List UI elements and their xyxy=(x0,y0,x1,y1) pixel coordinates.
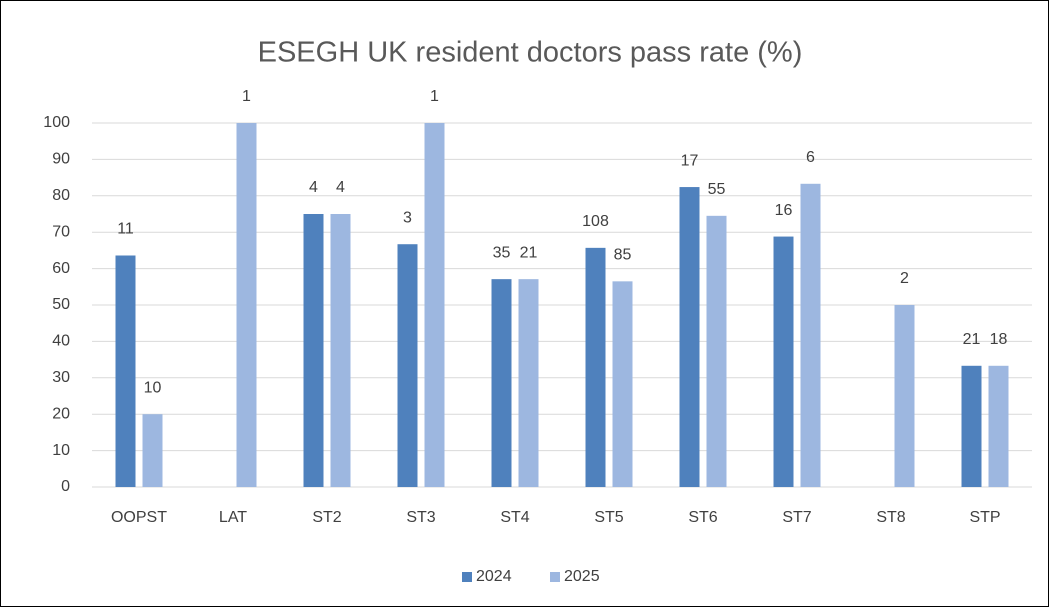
x-tick-label: STP xyxy=(969,509,1000,526)
legend-swatch xyxy=(550,572,560,582)
bar xyxy=(424,123,445,487)
bar xyxy=(491,279,512,487)
bar xyxy=(679,187,700,487)
x-tick-label: ST8 xyxy=(876,509,905,526)
y-tick-label: 0 xyxy=(61,478,70,495)
bar xyxy=(330,214,351,487)
data-label: 108 xyxy=(582,213,609,230)
bar xyxy=(236,123,257,487)
legend-swatch xyxy=(462,572,472,582)
x-tick-label: ST4 xyxy=(500,509,529,526)
y-tick-label: 30 xyxy=(52,369,70,386)
data-label: 21 xyxy=(520,244,538,261)
data-label: 1 xyxy=(430,88,439,105)
bar xyxy=(706,215,727,487)
data-label: 55 xyxy=(708,181,726,198)
x-tick-label: ST5 xyxy=(594,509,623,526)
x-tick-label: OOPST xyxy=(111,509,167,526)
y-tick-label: 40 xyxy=(52,333,70,350)
x-tick-label: LAT xyxy=(219,509,247,526)
bar xyxy=(115,255,136,487)
legend-label: 2024 xyxy=(476,568,512,585)
y-tick-label: 50 xyxy=(52,296,70,313)
x-tick-label: ST3 xyxy=(406,509,435,526)
data-label: 6 xyxy=(806,149,815,166)
data-label: 4 xyxy=(309,179,318,196)
data-label: 11 xyxy=(117,221,134,238)
legend-label: 2025 xyxy=(564,568,600,585)
bar xyxy=(961,365,982,487)
bar xyxy=(612,281,633,487)
x-tick-label: ST7 xyxy=(782,509,811,526)
data-label: 16 xyxy=(775,202,793,219)
data-label: 85 xyxy=(614,247,632,264)
bar xyxy=(773,236,794,487)
bar xyxy=(585,247,606,487)
bar xyxy=(303,214,324,487)
data-label: 35 xyxy=(493,244,511,261)
bar xyxy=(894,305,915,487)
bar xyxy=(518,279,539,487)
data-label: 4 xyxy=(336,179,345,196)
chart-title: ESEGH UK resident doctors pass rate (%) xyxy=(258,37,803,69)
data-label: 3 xyxy=(403,209,412,226)
bar xyxy=(142,414,163,487)
data-label: 1 xyxy=(242,88,251,105)
x-tick-label: ST6 xyxy=(688,509,717,526)
bar xyxy=(800,183,821,487)
data-label: 21 xyxy=(963,331,981,348)
data-label: 2 xyxy=(900,270,909,287)
x-tick-label: ST2 xyxy=(312,509,341,526)
data-label: 10 xyxy=(144,379,162,396)
y-tick-label: 20 xyxy=(52,405,70,422)
y-tick-label: 70 xyxy=(52,223,70,240)
y-tick-label: 80 xyxy=(52,187,70,204)
y-tick-label: 100 xyxy=(43,114,70,131)
bar xyxy=(397,244,418,487)
bar xyxy=(988,365,1009,487)
data-label: 18 xyxy=(990,331,1008,348)
y-tick-label: 60 xyxy=(52,260,70,277)
y-tick-label: 90 xyxy=(52,151,70,168)
data-label: 17 xyxy=(681,152,699,169)
y-tick-label: 10 xyxy=(52,442,70,459)
